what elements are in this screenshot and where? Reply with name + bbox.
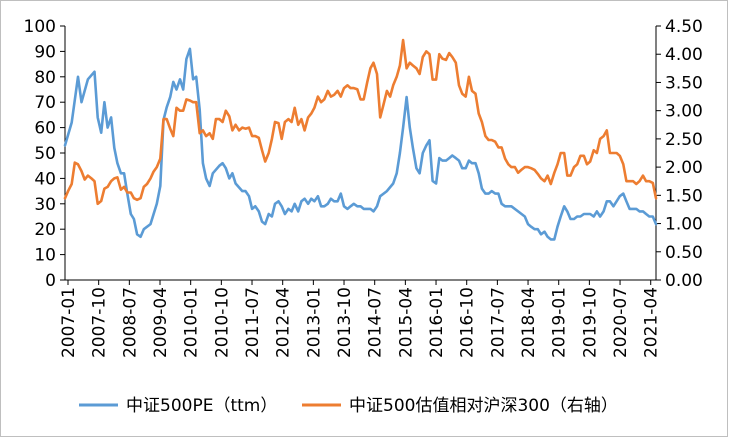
x-tick-label: 2007-01 — [59, 287, 79, 358]
x-tick-label: 2020-07 — [611, 287, 631, 358]
x-tick-label: 2015-04 — [396, 287, 416, 358]
y-right-tick-label: 2.50 — [665, 130, 703, 150]
x-tick-label: 2013-01 — [304, 287, 324, 358]
y-right-tick-label: 4.00 — [665, 45, 703, 65]
legend-label-pe: 中证500PE（ttm） — [126, 396, 277, 416]
y-right-tick-label: 0.50 — [665, 243, 703, 263]
y-right-tick-label: 1.00 — [665, 215, 703, 235]
x-tick-label: 2017-07 — [488, 287, 508, 358]
y-left-tick-label: 0 — [45, 271, 56, 291]
series-line-pe — [63, 47, 658, 241]
x-tick-label: 2010-01 — [182, 287, 202, 358]
y-right-tick-label: 3.00 — [665, 102, 703, 122]
y-right-tick-label: 4.50 — [665, 17, 703, 37]
series-line-relative — [63, 38, 658, 206]
y-left-tick-label: 30 — [34, 195, 56, 215]
x-tick-label: 2009-04 — [151, 287, 171, 358]
x-tick-label: 2019-10 — [580, 287, 600, 358]
x-tick-label: 2019-01 — [550, 287, 570, 358]
y-left-tick-label: 70 — [34, 93, 56, 113]
x-tick-label: 2007-10 — [90, 287, 110, 358]
x-tick-label: 2013-10 — [335, 287, 355, 358]
x-tick-label: 2016-10 — [458, 287, 478, 358]
y-left-tick-label: 40 — [34, 169, 56, 189]
y-right-tick-label: 0.00 — [665, 271, 703, 291]
x-tick-label: 2012-04 — [274, 287, 294, 358]
y-right-tick-label: 1.50 — [665, 186, 703, 206]
x-tick-label: 2008-07 — [120, 287, 140, 358]
x-tick-label: 2014-07 — [366, 287, 386, 358]
x-tick-label: 2010-10 — [212, 287, 232, 358]
x-tick-label: 2021-04 — [642, 287, 662, 358]
y-left-tick-label: 60 — [34, 119, 56, 139]
y-right-tick-label: 2.00 — [665, 158, 703, 178]
y-left-tick-label: 10 — [34, 246, 56, 266]
y-left-tick-label: 50 — [34, 144, 56, 164]
x-tick-label: 2018-04 — [519, 287, 539, 358]
y-left-tick-label: 20 — [34, 220, 56, 240]
x-tick-label: 2011-07 — [243, 287, 263, 358]
y-left-tick-label: 100 — [24, 17, 56, 37]
legend-label-relative: 中证500估值相对沪深300（右轴） — [349, 396, 618, 416]
x-tick-label: 2016-01 — [427, 287, 447, 358]
y-right-tick-label: 3.50 — [665, 73, 703, 93]
y-left-tick-label: 80 — [34, 68, 56, 88]
y-left-tick-label: 90 — [34, 42, 56, 62]
